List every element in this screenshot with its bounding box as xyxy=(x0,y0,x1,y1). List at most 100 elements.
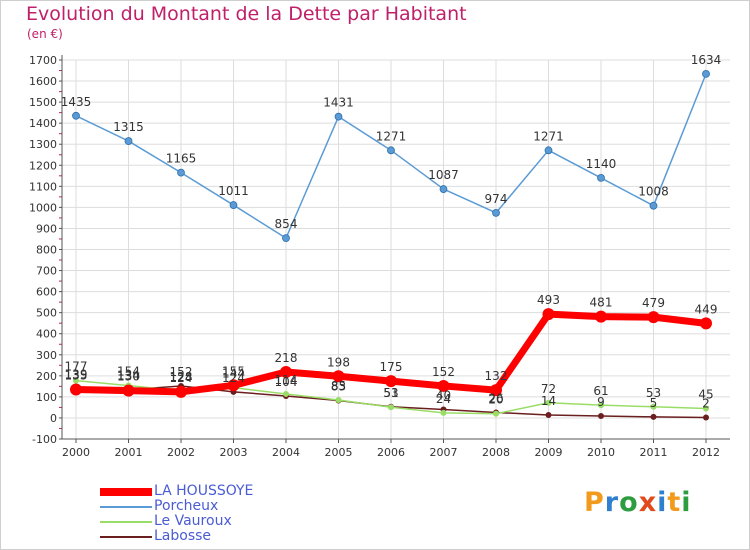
y-tick-label: 1400 xyxy=(29,117,57,130)
data-point-la-houssoye xyxy=(122,384,135,397)
data-point-la-houssoye xyxy=(70,383,82,396)
data-label-labosse: 5 xyxy=(650,396,658,410)
y-tick-label: 300 xyxy=(36,349,57,362)
data-label-porcheux: 1271 xyxy=(533,129,564,143)
data-label-labosse: 124 xyxy=(222,371,245,385)
data-label-labosse: 9 xyxy=(597,395,605,409)
y-tick-label: 1100 xyxy=(29,180,57,193)
brand-letter: r xyxy=(604,487,620,518)
brand-logo: Proxiti xyxy=(584,487,692,518)
data-point-la-houssoye xyxy=(490,384,502,397)
data-label-labosse: 139 xyxy=(65,368,88,382)
data-label-labosse: 83 xyxy=(331,379,346,393)
data-label-la-houssoye: 135 xyxy=(65,369,88,383)
y-tick-label: 0 xyxy=(50,412,57,425)
data-label-porcheux: 1271 xyxy=(376,129,407,143)
data-label-le-vauroux: 128 xyxy=(170,370,193,384)
data-label-le-vauroux: 114 xyxy=(275,373,298,387)
brand-letter: x xyxy=(638,487,658,518)
data-point-la-houssoye xyxy=(227,379,240,392)
data-point-le-vauroux xyxy=(283,390,289,397)
data-label-porcheux: 1315 xyxy=(113,120,144,134)
data-point-labosse xyxy=(703,414,709,421)
data-point-le-vauroux xyxy=(73,377,79,384)
data-point-labosse xyxy=(650,413,657,420)
y-tick-label: 900 xyxy=(36,222,57,235)
legend-label: Porcheux xyxy=(154,498,219,514)
x-tick-label: 2008 xyxy=(482,446,510,459)
data-point-porcheux xyxy=(439,185,448,193)
y-tick-label: 700 xyxy=(36,265,57,278)
data-label-la-houssoye: 124 xyxy=(170,371,193,385)
brand-letter: o xyxy=(619,487,639,518)
data-point-la-houssoye xyxy=(175,385,187,398)
data-label-labosse: 53 xyxy=(383,386,398,400)
data-label-labosse: 40 xyxy=(436,389,451,403)
brand-letter: P xyxy=(584,487,605,518)
data-point-porcheux xyxy=(702,69,710,78)
data-point-porcheux xyxy=(124,137,133,145)
data-label-la-houssoye: 481 xyxy=(590,296,613,310)
data-point-porcheux xyxy=(544,146,553,155)
data-label-la-houssoye: 130 xyxy=(117,370,140,384)
x-tick-label: 2009 xyxy=(535,446,563,459)
x-tick-label: 2002 xyxy=(167,446,195,459)
x-tick-label: 2011 xyxy=(640,446,668,459)
brand-letter: i xyxy=(657,487,668,518)
data-label-le-vauroux: 20 xyxy=(488,393,503,407)
data-label-porcheux: 974 xyxy=(485,192,508,206)
data-label-la-houssoye: 175 xyxy=(380,360,403,374)
data-label-le-vauroux: 61 xyxy=(593,384,608,398)
y-tick-label: -100 xyxy=(32,433,57,446)
data-label-le-vauroux: 72 xyxy=(541,382,556,396)
x-tick-label: 2006 xyxy=(377,446,405,459)
data-label-le-vauroux: 53 xyxy=(646,386,661,400)
data-point-la-houssoye xyxy=(542,308,555,321)
data-point-le-vauroux xyxy=(388,404,394,411)
data-label-porcheux: 1140 xyxy=(586,157,617,171)
data-label-porcheux: 1634 xyxy=(691,53,722,67)
data-label-labosse: 26 xyxy=(488,391,503,405)
x-tick-label: 2012 xyxy=(692,446,720,459)
data-point-porcheux xyxy=(387,146,395,155)
data-point-le-vauroux xyxy=(440,409,447,416)
y-tick-label: 800 xyxy=(36,244,57,257)
data-point-labosse xyxy=(598,413,604,420)
data-point-porcheux xyxy=(72,111,80,120)
y-tick-label: 600 xyxy=(36,286,57,299)
data-label-la-houssoye: 155 xyxy=(222,364,245,378)
data-label-porcheux: 1165 xyxy=(166,152,197,166)
data-label-porcheux: 1431 xyxy=(323,96,354,110)
data-label-la-houssoye: 449 xyxy=(695,302,718,316)
x-tick-label: 2003 xyxy=(220,446,248,459)
data-point-porcheux xyxy=(177,168,185,177)
data-point-la-houssoye xyxy=(280,366,292,379)
data-point-la-houssoye xyxy=(700,317,712,330)
y-tick-label: 1600 xyxy=(29,75,57,88)
y-tick-label: 200 xyxy=(36,370,57,383)
data-label-le-vauroux: 154 xyxy=(117,365,140,379)
data-point-la-houssoye xyxy=(595,310,607,323)
data-point-porcheux xyxy=(282,234,290,243)
data-label-labosse: 104 xyxy=(275,375,298,389)
data-point-porcheux xyxy=(649,201,658,210)
chart-unit: (en €) xyxy=(27,27,63,41)
data-label-le-vauroux: 45 xyxy=(698,387,713,401)
data-label-la-houssoye: 198 xyxy=(327,355,350,369)
data-label-la-houssoye: 152 xyxy=(432,365,455,379)
data-point-la-houssoye xyxy=(332,370,345,383)
data-point-la-houssoye xyxy=(437,379,450,392)
data-label-la-houssoye: 132 xyxy=(485,369,508,383)
y-tick-label: 1700 xyxy=(29,54,57,67)
legend-swatch xyxy=(100,536,152,538)
legend-label: Le Vauroux xyxy=(154,513,232,529)
x-tick-label: 2007 xyxy=(430,446,458,459)
data-point-le-vauroux xyxy=(650,403,657,410)
legend-swatch xyxy=(100,521,152,523)
y-tick-label: 1300 xyxy=(29,138,57,151)
data-label-porcheux: 1435 xyxy=(61,95,92,109)
data-point-le-vauroux xyxy=(335,397,342,404)
data-label-porcheux: 1008 xyxy=(638,185,669,199)
